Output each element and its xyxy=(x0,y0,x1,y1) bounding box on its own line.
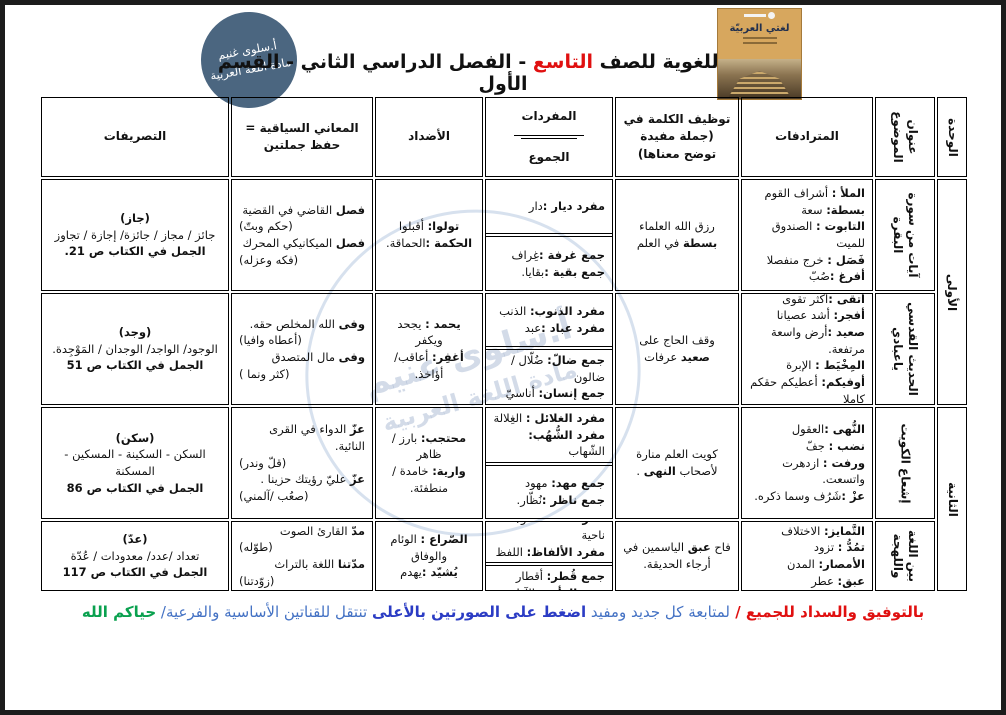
col-header-topic: عنوان الموضوع xyxy=(875,97,935,177)
cell-usage: كويت العلم منارة لأصحاب النهى . xyxy=(615,407,739,519)
unit-cell: الثانية xyxy=(937,407,967,591)
cell-contextual: عزّ الدواء في القرى النائية. (قلّ وندر) عز… xyxy=(231,407,373,519)
cell-vocab-plural: جمع قُطر: أقطارجمع الرأي : الآراء xyxy=(486,565,612,590)
cell-usage: رزق الله العلماء بسطة في العلم xyxy=(615,179,739,291)
footer-segment: اضغط على الصورتين بالأعلى xyxy=(371,603,587,621)
cell-vocab-plural: جمع مهد: مهود جمع ناظر :نُظّار. xyxy=(486,465,612,518)
footer-segment: حياكم الله xyxy=(81,603,157,621)
cell-synonyms: الملأ : أشراف القوم بسطة: سعة التابوت : ال… xyxy=(741,179,873,291)
col-header-synonyms: المترادفات xyxy=(741,97,873,177)
book-subtitle-line xyxy=(742,37,777,39)
cell-contextual: فصل القاضي في القضية (حكم وبتّ) فصل الميكا… xyxy=(231,179,373,291)
cell-antonyms: محتجب: بارز / ظاهر وارية: خامدة /منطفئة. xyxy=(375,407,483,519)
cell-vocab: مفرد ديار :دار جمع غرفة :غِراف جمع بقية :ب… xyxy=(485,179,613,291)
title-grade: التاسع xyxy=(532,51,594,73)
col-header-unit: الوحدة xyxy=(937,97,967,177)
cell-synonyms: التَّمايز: الاختلاف تمُدُّ : تزود الأمصار:… xyxy=(741,521,873,591)
cell-contextual: مدّ القارئ الصوت (طوّله) مدّتنا اللغة بالت… xyxy=(231,521,373,591)
footer-note: بالتوفيق والسداد للجميع / لمتابعة كل جدي… xyxy=(15,603,991,621)
col-header-vocab: المفردات الجموع xyxy=(485,97,613,177)
cell-vocab-singular: مفرد الغلائل : الغِلالة مفرد الشُّهُب: ال… xyxy=(486,408,612,464)
cell-contextual: وفى الله المخلص حقه. (أعطاه وافيا) وفى مال… xyxy=(231,293,373,405)
footer-segment: تنتقل للقناتين الأساسية والفرعية/ xyxy=(156,603,372,621)
cell-antonyms: الصّراع : الوئام والوفاق يُشيّد :يهدم xyxy=(375,521,483,591)
cell-derivations: (عدّ) تعداد /عدد/ معدودات / عُدّة الجمل في… xyxy=(41,521,229,591)
col-header-usage: توظيف الكلمة في (جملة مفيدة توضح معناها) xyxy=(615,97,739,177)
cell-usage: وقف الحاج على صعيد عرفات xyxy=(615,293,739,405)
footer-segment: بالتوفيق والسداد للجميع xyxy=(745,603,925,621)
cell-usage: فاح عبق الياسمين في أرجاء الحديقة. xyxy=(615,521,739,591)
cell-topic: آيات من سورة البقرة xyxy=(875,179,935,291)
cell-vocab: مفرد الغلائل : الغِلالة مفرد الشُّهُب: ال… xyxy=(485,407,613,519)
cell-synonyms: أتقى :أكثر تقوى أفجر: أشد عصيانا صعيد :أرض… xyxy=(741,293,873,405)
col-header-vocab-plural: الجموع xyxy=(521,138,577,176)
unit-cell: الأولى xyxy=(937,179,967,405)
textbook-cover-image[interactable]: لغتي العربيّة xyxy=(717,8,802,100)
title-post: - الفصل الدراسي الثاني - القسم الأول xyxy=(217,51,533,95)
ministry-logo-icon xyxy=(718,9,801,22)
col-header-vocab-singular: المفردات xyxy=(514,98,584,136)
book-building-photo xyxy=(718,59,801,99)
col-header-contextual: المعاني السياقية = حفظ جملتين xyxy=(231,97,373,177)
col-header-antonyms: الأضداد xyxy=(375,97,483,177)
vocabulary-table: الوحدة عنوان الموضوع المترادفات توظيف ال… xyxy=(41,97,967,591)
cell-derivations: (سكن) السكن - السكينة - المسكين - المسكنة… xyxy=(41,407,229,519)
cell-vocab-plural: جمع ضالّ: ضُلّال /ضالون جمع إنسان: أناسيّ xyxy=(486,348,612,404)
building-silhouette xyxy=(728,71,791,97)
cell-antonyms: تولوا: أقبلوا الحكمة :الحماقة. xyxy=(375,179,483,291)
cell-antonyms: يحمد : يجحد ويكفر أغفِر: أعاقب/ أؤاخذ. xyxy=(375,293,483,405)
cell-vocab-plural: جمع غرفة :غِراف جمع بقية :بقايا. xyxy=(486,236,612,290)
cell-topic: إشعاع الكويت xyxy=(875,407,935,519)
cell-vocab-singular: مفرد الذنوب: الذنب مفرد عباد :عبد xyxy=(486,294,612,347)
cell-topic: بين اللغة واللهجة xyxy=(875,521,935,591)
cell-derivations: (جاز) جائز / مجاز / جائزة/ إجازة / تجاوز ا… xyxy=(41,179,229,291)
book-subtitle-line xyxy=(742,42,777,44)
cell-vocab-singular: مفرد ديار :دار xyxy=(486,180,612,234)
book-title: لغتي العربيّة xyxy=(729,23,790,34)
cell-vocab: مفرد الذنوب: الذنب مفرد عباد :عبد جمع ضالّ… xyxy=(485,293,613,405)
footer-segment: / xyxy=(729,603,746,621)
col-header-derivations: التصريفات xyxy=(41,97,229,177)
cell-derivations: (وجد) الوجود/ الواجد/ الوجدان / المَوْجِد… xyxy=(41,293,229,405)
cell-synonyms: النُّهى :العقول نضب : جفّ ورفت : ازدهرت وا… xyxy=(741,407,873,519)
footer-segment: لمتابعة كل جديد ومفيد xyxy=(586,603,730,621)
cell-topic: الحديث القدسي ياعبادي xyxy=(875,293,935,405)
